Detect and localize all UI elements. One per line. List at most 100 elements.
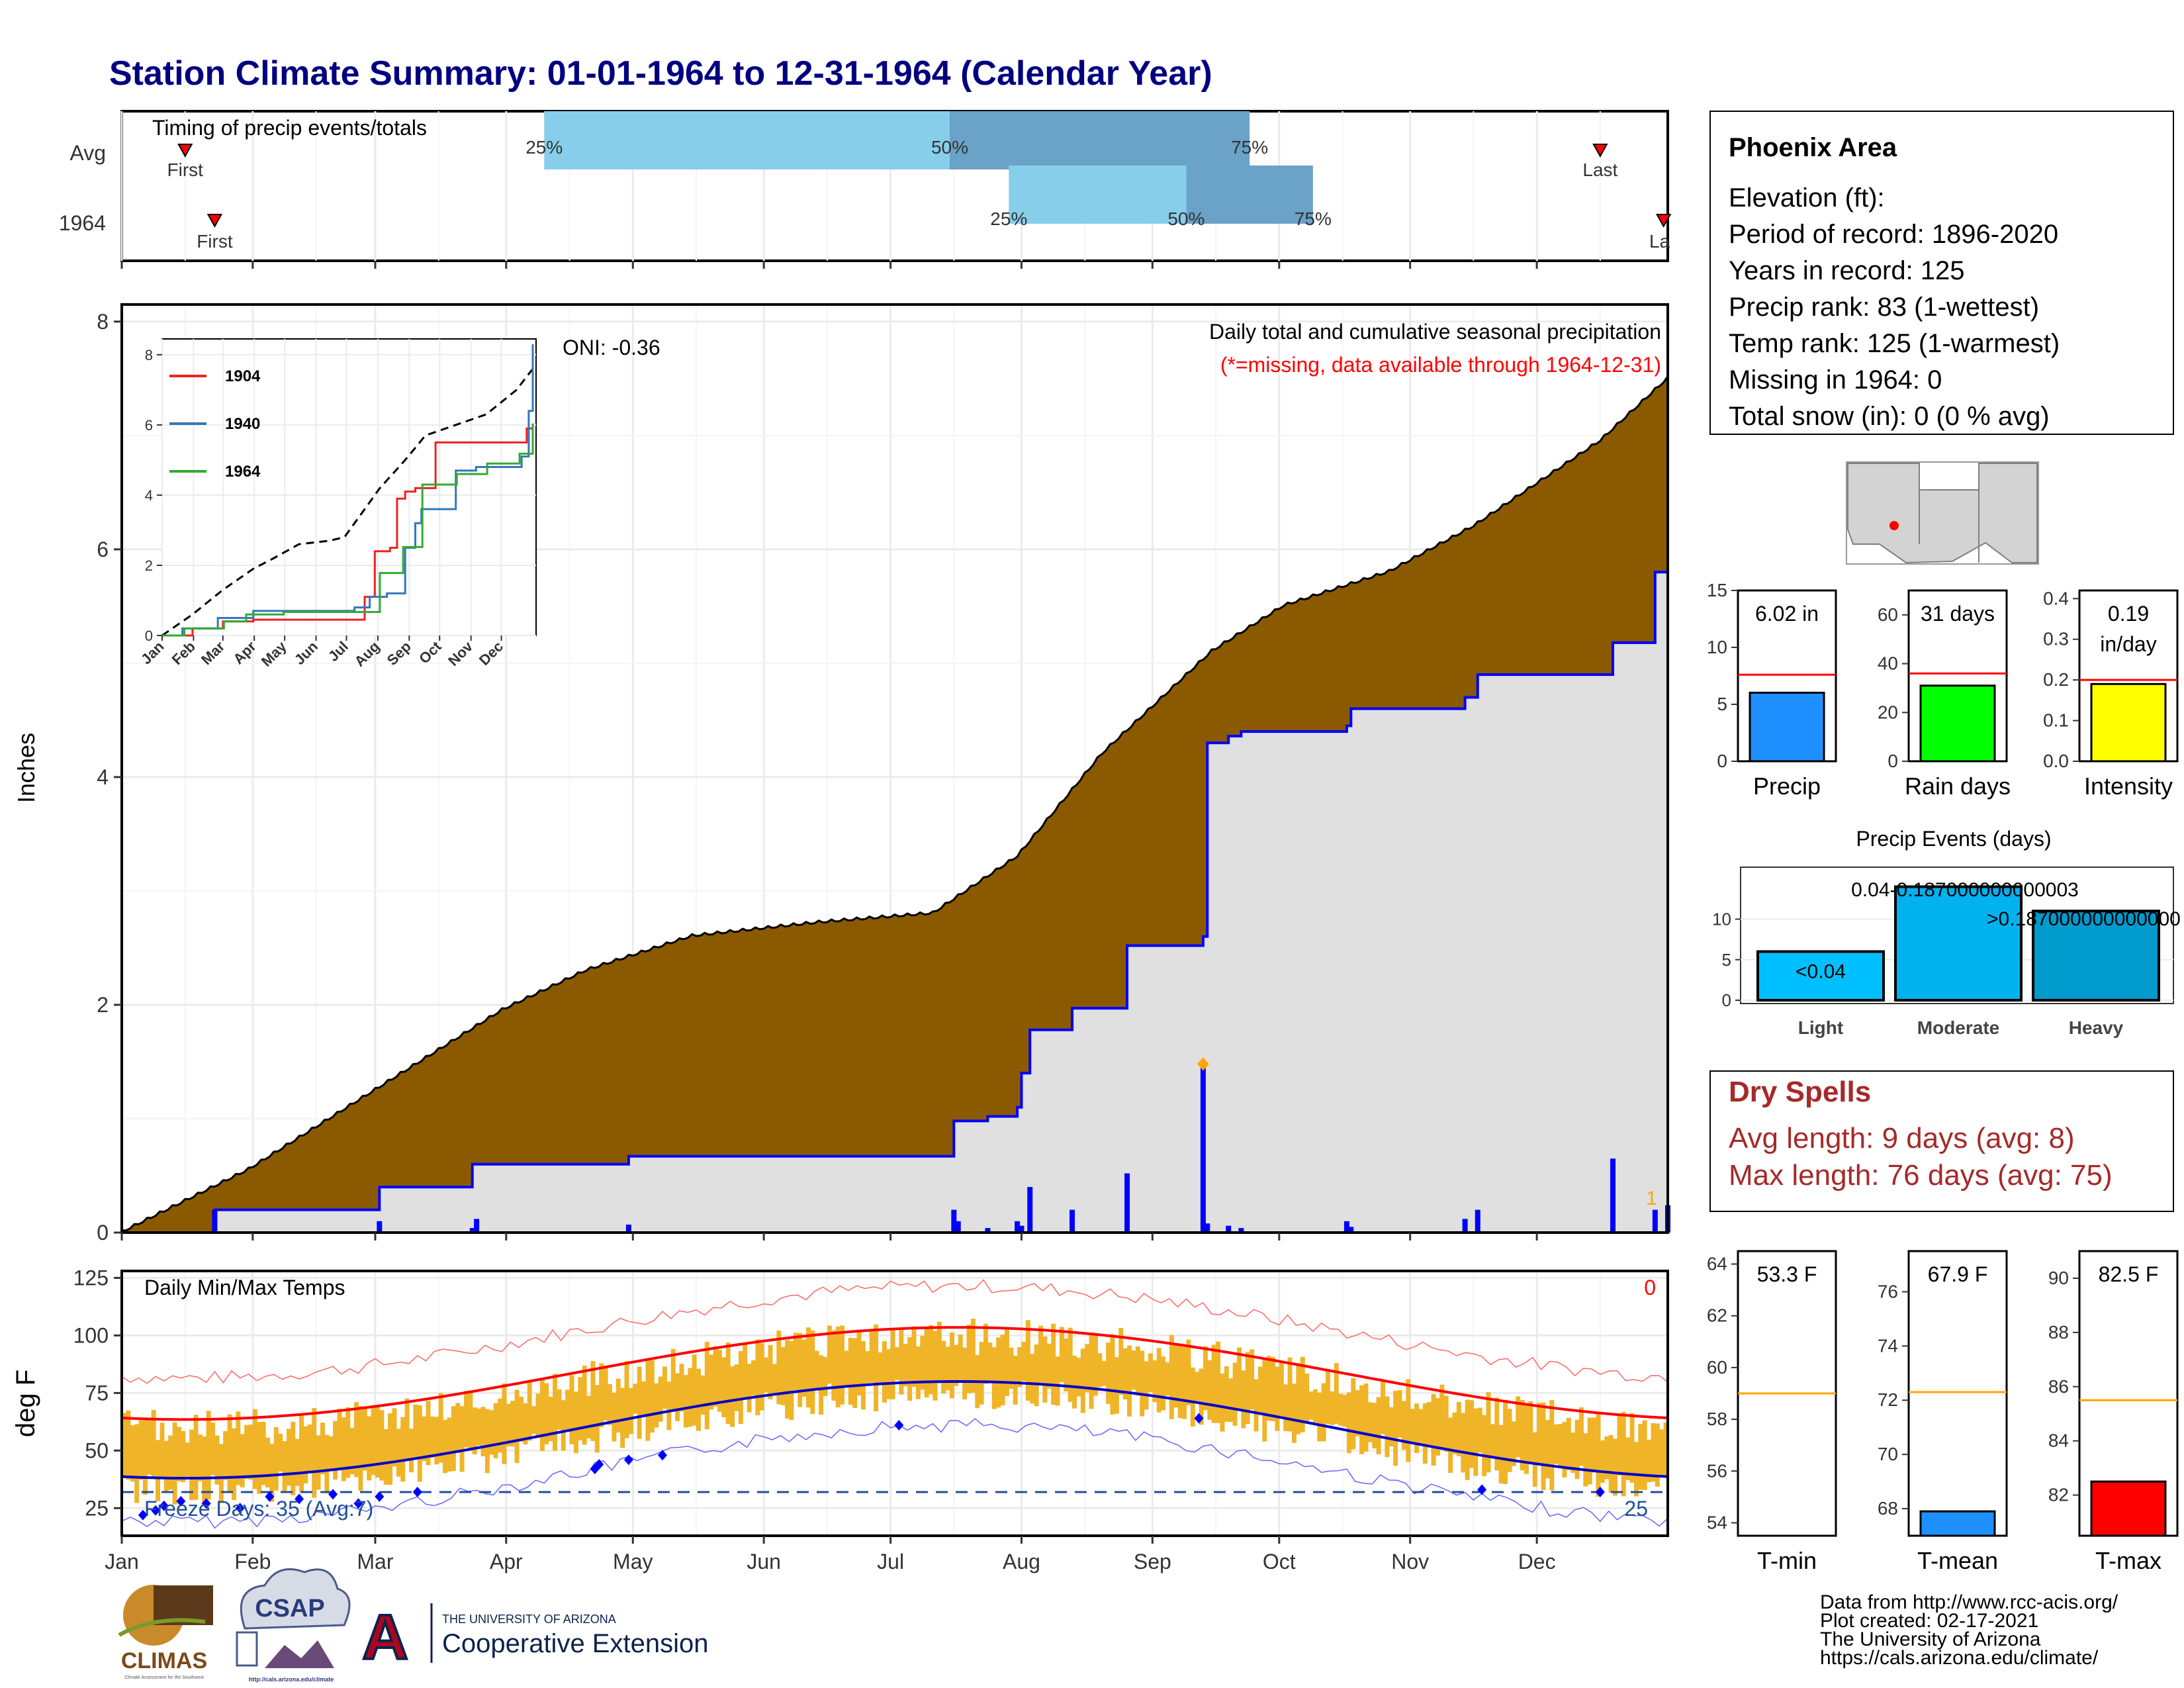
tmin-chart-y-tick-label: 58 <box>1707 1409 1727 1429</box>
daily-temp-bar <box>573 1391 578 1454</box>
daily-temp-bar <box>345 1407 351 1478</box>
daily-temp-bar <box>637 1366 642 1439</box>
precip-total-chart-y-tick-label: 0 <box>1717 751 1727 771</box>
dry-spells-frame <box>1709 1070 2174 1212</box>
inset-legend: 1904 1940 1964 <box>169 367 261 481</box>
ua-logo: A THE UNIVERSITY OF ARIZONA Cooperative … <box>360 1601 708 1674</box>
daily-temp-bar <box>202 1436 207 1505</box>
daily-precip-bar <box>1238 1228 1244 1233</box>
inset-y-tick-label: 8 <box>145 347 153 363</box>
daily-temp-bar <box>506 1403 511 1446</box>
daily-temp-bar <box>624 1361 629 1438</box>
csap-bars <box>236 1631 258 1667</box>
station-missing: Missing in 1964: 0 <box>1729 365 1942 395</box>
daily-temp-bar <box>670 1348 676 1411</box>
daily-temp-bar <box>1503 1399 1508 1485</box>
daily-temp-bar <box>785 1340 790 1419</box>
daily-temp-bar <box>1186 1339 1191 1405</box>
daily-temp-bar <box>878 1352 883 1384</box>
inset-series <box>161 344 534 637</box>
daily-temp-bar <box>430 1416 435 1458</box>
rain-days-chart-y-tick-label: 0 <box>1888 751 1898 771</box>
freeze-day-marker <box>1477 1484 1487 1495</box>
daily-temp-bar <box>915 1346 921 1399</box>
precip-events-bar-label: >0.187000000000000 <box>1987 908 2181 930</box>
max-daily-precip-marker <box>1197 1057 1209 1071</box>
daily-temp-bar <box>1549 1399 1555 1491</box>
precip-summary-bars: 0 5 10 15 6.02 in Precip 0 20 40 60 31 days Rain da… <box>1707 580 2179 800</box>
daily-temp-bar <box>1625 1437 1631 1480</box>
freeze-day-marker <box>138 1509 148 1521</box>
daily-temp-bar <box>134 1424 140 1503</box>
daily-temp-bar <box>945 1346 950 1391</box>
timing-bar-q25-q50 <box>1009 165 1187 224</box>
tmax-chart-y-tick-label: 84 <box>2048 1430 2069 1451</box>
daily-temp-bar <box>578 1377 583 1440</box>
daily-temp-bar <box>1558 1424 1563 1467</box>
station-info-box: Phoenix Area Elevation (ft): Period of r… <box>1709 111 2174 435</box>
csap-logo: CSAP http://cals.arizona.edu/climate <box>236 1568 351 1683</box>
precip-events-plot: 0 5 10 Light Moderate Heavy <0.04 0.04-0.187000… <box>1712 867 2181 1038</box>
daily-temp-bar <box>1308 1391 1314 1420</box>
daily-temp-bar <box>1439 1384 1445 1450</box>
daily-temp-bar <box>772 1364 777 1395</box>
freeze-day-marker <box>594 1459 604 1470</box>
month-tick-label: Dec <box>1518 1550 1556 1573</box>
daily-temp-bar <box>1271 1356 1276 1421</box>
tmean-chart-y-tick-label: 68 <box>1878 1498 1898 1519</box>
daily-temp-bar <box>510 1400 516 1447</box>
daily-temp-bar <box>1388 1407 1394 1446</box>
state-borders <box>1919 463 1979 563</box>
daily-precip-bar <box>1015 1221 1021 1233</box>
daily-temp-bar <box>1068 1327 1073 1402</box>
daily-temp-bar <box>1621 1411 1626 1497</box>
daily-precip-bar <box>1027 1187 1033 1233</box>
daily-temp-bar <box>612 1392 617 1442</box>
daily-temp-bar <box>933 1331 938 1401</box>
daily-temp-bar <box>696 1368 702 1431</box>
tmax-chart-y-tick-label: 86 <box>2048 1376 2069 1397</box>
daily-temp-bar <box>489 1410 494 1455</box>
inset-legend-label: 1940 <box>225 415 260 433</box>
precip-total-chart-bar <box>1749 691 1825 763</box>
daily-temp-bar <box>553 1374 557 1451</box>
daily-temp-bar <box>1511 1421 1516 1466</box>
daily-temp-bar <box>1452 1412 1457 1454</box>
daily-temp-bar <box>142 1420 148 1495</box>
tmin-chart-y-tick-label: 60 <box>1707 1357 1727 1378</box>
daily-temp-bar <box>704 1341 709 1430</box>
precip-events-chart: Precip Events (days) 0 5 10 Light Moderate He… <box>1712 827 2181 1038</box>
daily-precip-bar <box>1343 1221 1349 1233</box>
station-temp-rank: Temp rank: 125 (1-warmest) <box>1729 329 2060 358</box>
daily-temp-bar <box>962 1347 968 1400</box>
daily-temp-bar <box>1038 1325 1043 1383</box>
rain-days-chart-value-label: 31 days <box>1921 602 1995 626</box>
freeze-day-marker <box>375 1491 385 1502</box>
daily-temp-bar <box>147 1419 152 1475</box>
tmean-chart: 68 70 72 74 76 67.9 F T-mean <box>1878 1250 2008 1574</box>
last-event-marker <box>1655 214 1672 228</box>
daily-temp-bar <box>831 1330 837 1401</box>
daily-temp-bar <box>780 1346 786 1405</box>
daily-temp-bar <box>1051 1323 1056 1405</box>
record-max-line <box>121 1279 1668 1384</box>
daily-temp-bar <box>1182 1347 1187 1419</box>
daily-temp-bar <box>903 1344 908 1387</box>
daily-temp-bar <box>498 1398 503 1453</box>
daily-temp-bar <box>827 1325 832 1384</box>
daily-temp-bar <box>1089 1333 1094 1409</box>
tmean-chart-y-tick-label: 76 <box>1878 1281 1898 1301</box>
daily-temp-bar <box>1076 1358 1081 1397</box>
daily-temp-bar <box>709 1354 714 1410</box>
csap-mountains <box>265 1640 334 1668</box>
daily-temp-bar <box>1414 1403 1420 1453</box>
daily-temp-bar <box>649 1360 655 1433</box>
daily-temp-bar <box>189 1429 195 1501</box>
daily-temp-bar <box>1600 1440 1605 1483</box>
daily-temp-bar <box>265 1437 270 1487</box>
intensity-chart-category-label: Intensity <box>2084 773 2173 800</box>
daily-temp-bar <box>523 1403 528 1445</box>
daily-temp-bar <box>1435 1397 1440 1456</box>
inset-y-tick-label: 0 <box>145 628 153 644</box>
inset-series-1964 <box>162 423 534 637</box>
